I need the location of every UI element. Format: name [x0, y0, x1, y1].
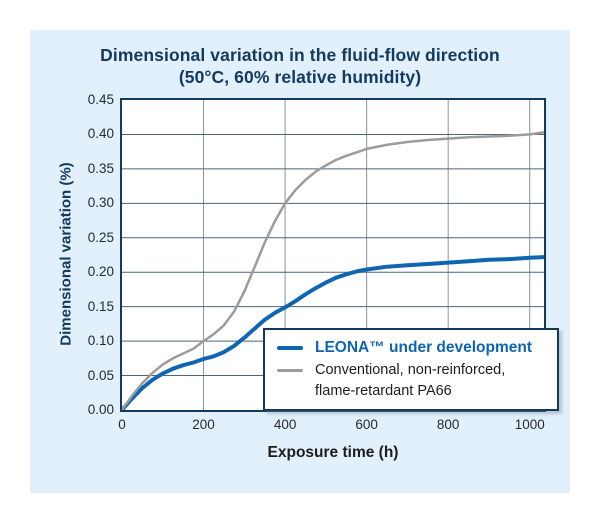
y-tick-label: 0.05: [87, 367, 114, 383]
legend-line-sample-gray: [277, 369, 303, 373]
chart-title-line2: (50°C, 60% relative humidity): [178, 67, 422, 88]
y-tick-label: 0.25: [87, 229, 114, 245]
legend-item-leona: LEONA™ under development: [277, 338, 549, 358]
x-axis-label: Exposure time (h): [267, 444, 399, 461]
legend-item-conventional: Conventional, non-reinforced, flame-reta…: [277, 360, 549, 401]
y-tick-label: 0.40: [87, 126, 114, 142]
x-tick-label: 0: [118, 417, 126, 432]
x-tick-label: 400: [273, 417, 297, 432]
legend-label-conventional: Conventional, non-reinforced, flame-reta…: [315, 362, 506, 399]
x-tick-label: 800: [436, 417, 460, 432]
x-tick-label: 1000: [514, 417, 545, 432]
y-tick-label: 0.45: [87, 92, 114, 107]
y-tick-label: 0.00: [87, 402, 114, 417]
y-tick-label: 0.10: [87, 333, 114, 349]
x-tick-label: 600: [355, 417, 378, 432]
legend-label-leona: LEONA™ under development: [315, 339, 533, 356]
y-tick-label: 0.35: [87, 160, 114, 176]
series-curve-1: [122, 131, 544, 410]
series-curve-0: [122, 255, 544, 410]
legend: LEONA™ under development Conventional, n…: [263, 328, 559, 412]
y-tick-label: 0.15: [87, 298, 114, 314]
y-axis-label: Dimensional variation (%): [57, 162, 75, 346]
chart-title: Dimensional variation in the fluid-flow …: [30, 44, 570, 88]
x-tick-label: 200: [192, 417, 215, 432]
chart-title-line1: Dimensional variation in the fluid-flow …: [100, 45, 500, 65]
plot-svg: [122, 100, 544, 410]
legend-line-sample-blue: [277, 346, 303, 350]
y-tick-label: 0.20: [87, 264, 114, 280]
y-tick-label: 0.30: [87, 195, 114, 211]
